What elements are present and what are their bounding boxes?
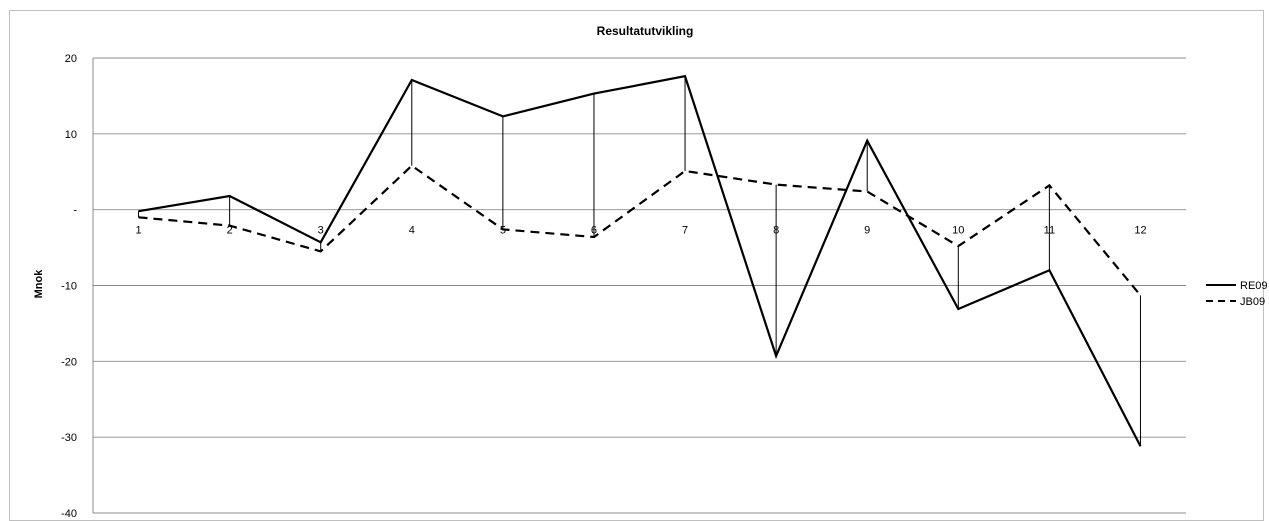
x-tick-label: 4 <box>409 225 415 237</box>
y-tick-label: -30 <box>61 432 77 444</box>
y-tick-label: -20 <box>61 356 77 368</box>
chart-title: Resultatutvikling <box>597 24 694 38</box>
x-tick-label: 1 <box>135 225 141 237</box>
x-tick-label: 9 <box>864 225 870 237</box>
x-axis-tick-labels: 1 2 3 4 5 6 7 8 9 10 11 12 <box>135 225 1146 237</box>
high-low-lines <box>138 76 1141 447</box>
series-line-jb09 <box>138 164 1142 297</box>
y-axis-title: Mnok <box>33 269 45 299</box>
y-tick-label: 20 <box>65 53 77 65</box>
chart-border <box>9 10 1264 521</box>
x-tick-label: 5 <box>500 225 506 237</box>
x-tick-label: 6 <box>591 225 597 237</box>
x-tick-label: 7 <box>682 225 688 237</box>
gridlines <box>92 57 1186 514</box>
series-line-re09 <box>138 74 1142 447</box>
y-tick-label: -40 <box>61 508 77 520</box>
x-tick-label: 3 <box>318 225 324 237</box>
x-tick-label: 2 <box>227 225 233 237</box>
y-tick-label: - <box>73 205 77 217</box>
x-tick-label: 11 <box>1044 225 1055 237</box>
y-tick-label: -10 <box>61 281 77 293</box>
legend-label: RE09 <box>1240 280 1268 292</box>
x-tick-label: 8 <box>773 225 779 237</box>
x-tick-label: 12 <box>1134 225 1146 237</box>
legend: RE09 JB09 <box>1206 280 1268 308</box>
y-tick-label: 10 <box>65 129 77 141</box>
x-tick-label: 10 <box>952 225 964 237</box>
y-axis-tick-labels: 20 10 - -10 -20 -30 -40 <box>61 53 77 520</box>
series-lines <box>138 74 1142 447</box>
legend-label: JB09 <box>1240 296 1265 308</box>
